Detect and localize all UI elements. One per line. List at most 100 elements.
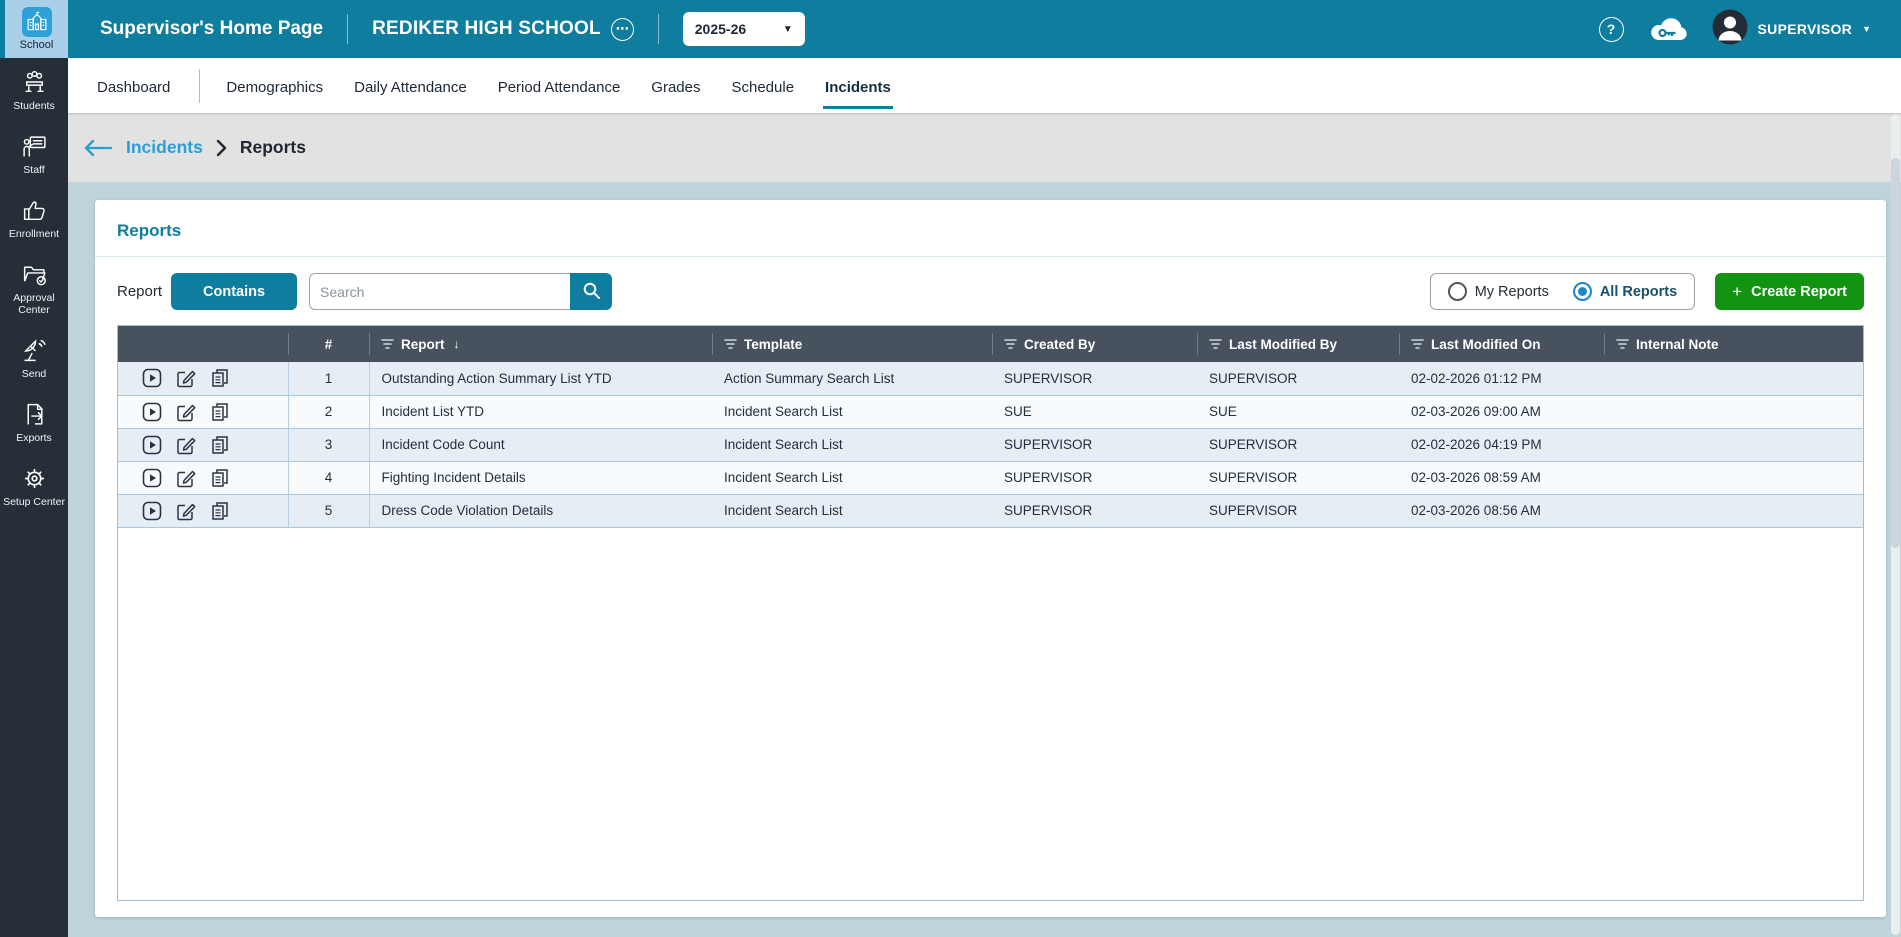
cloud-key-icon[interactable] [1648, 15, 1688, 44]
edit-report-button[interactable] [176, 501, 196, 521]
column-header-created-by[interactable]: Created By [992, 326, 1197, 362]
table-row: 2 Incident List YTD Incident Search List… [118, 395, 1863, 429]
school-icon [21, 7, 52, 37]
cell-actions [118, 494, 288, 528]
breadcrumb-current: Reports [239, 137, 306, 157]
column-header-internal-note[interactable]: Internal Note [1604, 326, 1863, 362]
cell-last-modified-on: 02-02-2026 04:19 PM [1399, 428, 1604, 462]
toolbar-right: My Reports All Reports + Create Report [1429, 273, 1864, 310]
table-header-row: # Report ↓ [118, 326, 1863, 362]
sidebar-item-exports[interactable]: Exports [0, 390, 68, 454]
back-arrow-icon[interactable] [82, 138, 114, 158]
page-title: Supervisor's Home Page [100, 18, 324, 39]
sidebar-item-students[interactable]: Students [0, 58, 68, 122]
column-header-last-modified-on[interactable]: Last Modified On [1399, 326, 1604, 362]
module-nav: Dashboard Demographics Daily Attendance … [68, 58, 1901, 113]
column-header-report[interactable]: Report ↓ [369, 326, 712, 362]
scrollbar[interactable] [1891, 113, 1900, 935]
cell-last-modified-by: SUPERVISOR [1197, 362, 1399, 396]
cell-number: 2 [287, 395, 370, 429]
main-area: Supervisor's Home Page REDIKER HIGH SCHO… [68, 0, 1901, 937]
column-header-last-modified-by[interactable]: Last Modified By [1197, 326, 1399, 362]
column-header-number[interactable]: # [288, 326, 369, 362]
cell-internal-note [1604, 461, 1863, 495]
edit-report-button[interactable] [176, 468, 196, 488]
edit-report-button[interactable] [176, 402, 196, 422]
school-year-dropdown[interactable]: 2025-26 ▼ [682, 12, 805, 46]
run-report-button[interactable] [142, 501, 162, 521]
section-divider [95, 256, 1886, 257]
sidebar-item-label: Approval Center [13, 292, 55, 317]
all-reports-radio[interactable]: All Reports [1572, 282, 1677, 301]
cell-number: 3 [287, 428, 370, 462]
search-input[interactable] [309, 273, 571, 310]
sidebar-item-send[interactable]: Send [0, 326, 68, 390]
sidebar-item-approval-center[interactable]: Approval Center [0, 250, 68, 326]
avatar [1712, 9, 1748, 50]
cell-last-modified-on: 02-02-2026 01:12 PM [1399, 362, 1604, 396]
cell-actions [118, 461, 288, 495]
scrollbar-thumb[interactable] [1891, 158, 1900, 548]
user-menu[interactable]: SUPERVISOR ▼ [1712, 9, 1871, 50]
export-document-icon [21, 401, 48, 428]
sidebar-item-label: Staff [23, 164, 45, 177]
tab-schedule[interactable]: Schedule [731, 78, 795, 96]
create-report-button[interactable]: + Create Report [1715, 273, 1864, 310]
students-icon [21, 69, 48, 96]
cell-last-modified-on: 02-03-2026 08:56 AM [1399, 494, 1604, 528]
cell-last-modified-by: SUPERVISOR [1197, 494, 1399, 528]
copy-report-button[interactable] [210, 368, 230, 388]
cell-created-by: SUPERVISOR [992, 428, 1197, 462]
help-icon[interactable]: ? [1598, 16, 1624, 42]
gear-icon [21, 465, 48, 492]
sort-desc-icon: ↓ [453, 337, 460, 351]
cell-internal-note [1604, 362, 1863, 396]
school-options-ellipsis-icon[interactable]: ⋯ [610, 17, 634, 41]
cell-actions [118, 362, 288, 396]
run-report-button[interactable] [142, 468, 162, 488]
sidebar-item-label: Setup Center [3, 496, 65, 509]
reports-table: # Report ↓ [118, 326, 1863, 528]
content-area: Reports Report Contains [68, 182, 1901, 937]
tab-daily-attendance[interactable]: Daily Attendance [354, 78, 467, 96]
filter-icon [724, 339, 737, 349]
tab-incidents[interactable]: Incidents [823, 63, 893, 109]
header-divider [657, 14, 659, 44]
cell-actions [118, 428, 288, 462]
run-report-button[interactable] [142, 435, 162, 455]
copy-report-button[interactable] [210, 402, 230, 422]
reports-toolbar: Report Contains [117, 273, 1864, 310]
copy-report-button[interactable] [210, 468, 230, 488]
sidebar-item-label: Exports [16, 432, 52, 445]
radio-selected-icon [1572, 282, 1592, 301]
sidebar-item-setup-center[interactable]: Setup Center [0, 454, 68, 518]
section-title: Reports [117, 221, 182, 240]
breadcrumb: Incidents Reports [68, 113, 1901, 182]
my-reports-radio[interactable]: My Reports [1447, 282, 1549, 301]
copy-report-button[interactable] [210, 501, 230, 521]
sidebar-item-school[interactable]: School [0, 0, 68, 58]
tab-dashboard[interactable]: Dashboard [97, 78, 171, 96]
cell-internal-note [1604, 395, 1863, 429]
breadcrumb-incidents-link[interactable]: Incidents [126, 137, 203, 157]
sidebar-item-enrollment[interactable]: Enrollment [0, 186, 68, 250]
run-report-button[interactable] [142, 402, 162, 422]
run-report-button[interactable] [142, 368, 162, 388]
copy-report-button[interactable] [210, 435, 230, 455]
tab-period-attendance[interactable]: Period Attendance [497, 78, 621, 96]
satellite-icon [21, 337, 48, 364]
column-header-template[interactable]: Template [712, 326, 992, 362]
cell-last-modified-by: SUE [1197, 395, 1399, 429]
sidebar-item-staff[interactable]: Staff [0, 122, 68, 186]
edit-report-button[interactable] [176, 368, 196, 388]
header-divider [347, 14, 349, 44]
tab-grades[interactable]: Grades [651, 78, 701, 96]
contains-operator-button[interactable]: Contains [171, 273, 298, 310]
table-row: 1 Outstanding Action Summary List YTD Ac… [118, 362, 1863, 396]
create-report-label: Create Report [1751, 283, 1847, 300]
search-button[interactable] [570, 273, 613, 310]
tab-demographics[interactable]: Demographics [226, 78, 324, 96]
cell-report: Outstanding Action Summary List YTD [369, 362, 712, 396]
edit-report-button[interactable] [176, 435, 196, 455]
